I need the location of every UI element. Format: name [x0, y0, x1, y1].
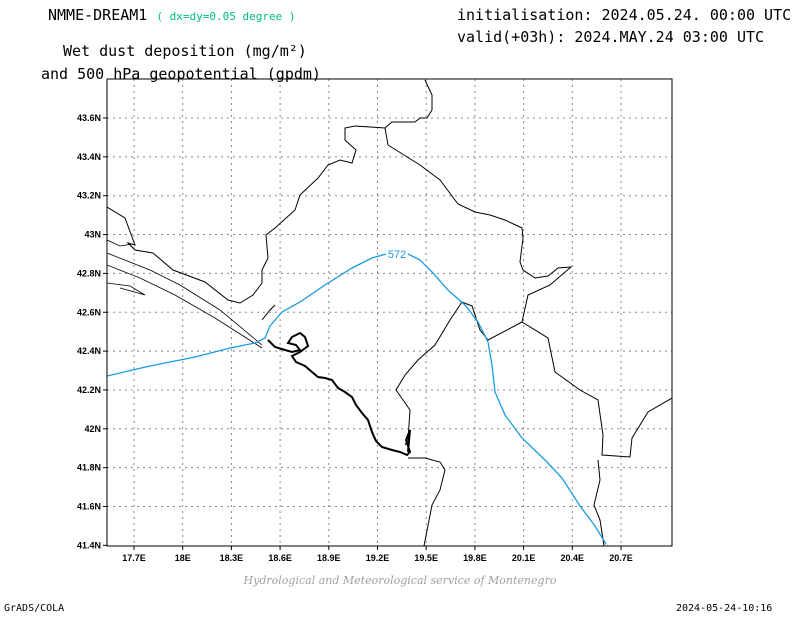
border-line	[107, 79, 433, 304]
border-line	[395, 301, 523, 391]
border-line	[408, 457, 446, 546]
title-line-1: Wet dust deposition (mg/m²)	[63, 42, 307, 60]
coast-line	[107, 252, 263, 346]
latitude-label: 43.4N	[77, 152, 101, 162]
latitude-label: 43N	[84, 230, 101, 240]
border-line	[593, 459, 605, 546]
longitude-label: 18.3E	[220, 553, 244, 563]
credit-line: Hydrological and Meteorological service …	[243, 574, 557, 587]
latitude-label: 42.2N	[77, 385, 101, 395]
contour-label: 572	[388, 249, 406, 261]
longitude-label: 20.1E	[512, 553, 536, 563]
initialisation-time: initialisation: 2024.05.24. 00:00 UTC	[457, 6, 792, 24]
coast-line	[107, 282, 146, 296]
coast-line	[107, 239, 133, 247]
montenegro-coastline	[267, 331, 412, 457]
model-name: NMME-DREAM1	[48, 6, 148, 24]
valid-time: valid(+03h): 2024.MAY.24 03:00 UTC	[457, 28, 765, 46]
grid-lines	[107, 79, 672, 546]
longitude-label: 20.4E	[561, 553, 585, 563]
longitude-label: 18E	[175, 553, 191, 563]
resolution-label: ( dx=dy=0.05 degree )	[156, 10, 296, 23]
longitude-label: 19.8E	[463, 553, 487, 563]
border-line	[384, 127, 672, 458]
timestamp-label: 2024-05-24-10:16	[676, 603, 773, 614]
latitude-label: 42.6N	[77, 307, 101, 317]
latitude-label: 42.4N	[77, 346, 101, 356]
geopotential-contour: 572	[107, 249, 607, 545]
longitude-label: 19.2E	[366, 553, 390, 563]
longitude-label: 18.9E	[317, 553, 341, 563]
software-label: GrADS/COLA	[4, 603, 65, 614]
latitude-label: 43.2N	[77, 191, 101, 201]
contour-572	[107, 253, 607, 545]
latitude-labels: 43.6N 43.4N 43.2N 43N 42.8N 42.6N 42.4N 42.2N 42…	[77, 113, 107, 550]
latitude-label: 41.4N	[77, 540, 101, 550]
latitude-label: 42.8N	[77, 268, 101, 278]
model-title: NMME-DREAM1 ( dx=dy=0.05 degree )	[48, 6, 295, 24]
latitude-label: 42N	[84, 424, 101, 434]
border-line	[261, 304, 276, 321]
latitude-label: 41.6N	[77, 502, 101, 512]
longitude-label: 19.5E	[414, 553, 438, 563]
longitude-labels: 17.7E 18E 18.3E 18.6E 18.9E 19.2E 19.5E 19.8E 20…	[122, 546, 633, 563]
latitude-label: 41.8N	[77, 463, 101, 473]
map-lines	[107, 79, 672, 546]
longitude-label: 17.7E	[122, 553, 146, 563]
longitude-label: 20.7E	[609, 553, 633, 563]
coast-line	[107, 264, 263, 349]
latitude-label: 43.6N	[77, 113, 101, 123]
longitude-label: 18.6E	[268, 553, 292, 563]
